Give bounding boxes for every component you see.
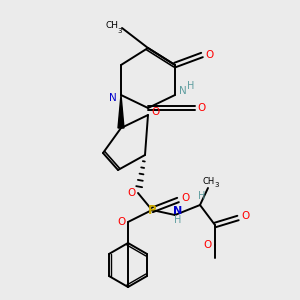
Text: O: O xyxy=(127,188,135,198)
Text: O: O xyxy=(241,211,249,221)
Text: H: H xyxy=(187,81,195,91)
Text: O: O xyxy=(181,193,189,203)
Text: O: O xyxy=(205,50,213,60)
Polygon shape xyxy=(118,95,124,128)
Text: 3: 3 xyxy=(215,182,219,188)
Text: P: P xyxy=(148,203,156,217)
Text: O: O xyxy=(151,107,159,117)
Text: H: H xyxy=(198,191,206,201)
Text: 3: 3 xyxy=(118,28,122,34)
Text: O: O xyxy=(204,240,212,250)
Text: H: H xyxy=(174,215,182,225)
Text: CH: CH xyxy=(203,176,215,185)
Text: O: O xyxy=(117,217,125,227)
Text: CH: CH xyxy=(106,22,118,31)
Text: N: N xyxy=(173,206,183,216)
Text: N: N xyxy=(109,93,117,103)
Text: N: N xyxy=(179,86,187,96)
Text: O: O xyxy=(198,103,206,113)
